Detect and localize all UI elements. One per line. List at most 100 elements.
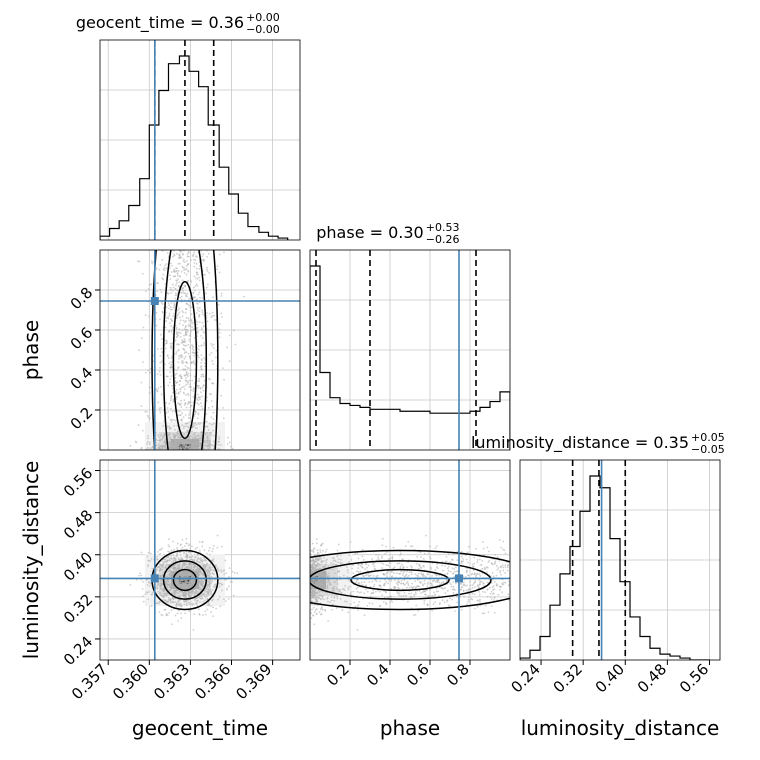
scatter-point — [205, 587, 208, 590]
scatter-point — [170, 588, 172, 591]
scatter-point — [156, 555, 158, 558]
scatter-point — [202, 444, 205, 447]
scatter-point — [444, 587, 447, 589]
scatter-point — [156, 550, 159, 553]
scatter-point — [168, 551, 171, 553]
scatter-point — [447, 604, 450, 607]
scatter-point — [214, 564, 217, 566]
scatter-point — [174, 558, 177, 561]
scatter-point — [168, 402, 171, 405]
scatter-point — [461, 560, 463, 563]
scatter-point — [336, 583, 339, 585]
scatter-point — [176, 433, 179, 436]
scatter-point — [207, 580, 210, 583]
scatter-point — [446, 567, 449, 570]
scatter-point — [497, 566, 500, 569]
scatter-point — [161, 250, 164, 252]
scatter-point — [193, 354, 195, 357]
scatter-point — [354, 552, 357, 555]
scatter-point — [149, 552, 152, 555]
scatter-point — [170, 623, 173, 626]
scatter-point — [188, 609, 191, 612]
scatter-point — [379, 585, 382, 588]
scatter-point — [200, 344, 203, 347]
scatter-point — [478, 591, 481, 593]
scatter-point — [484, 591, 487, 594]
scatter-point — [159, 373, 162, 376]
scatter-point — [338, 570, 341, 572]
scatter-point — [442, 580, 445, 583]
scatter-point — [186, 303, 189, 306]
y-tick-label: 0.4 — [67, 364, 97, 394]
scatter-point — [203, 549, 206, 552]
scatter-point — [311, 562, 314, 565]
scatter-point — [337, 543, 340, 546]
scatter-point — [193, 447, 196, 449]
scatter-point — [336, 571, 339, 573]
scatter-point — [482, 547, 485, 550]
scatter-point — [467, 561, 470, 564]
scatter-point — [407, 540, 410, 543]
scatter-point — [471, 584, 474, 586]
scatter-point — [451, 559, 454, 561]
scatter-point — [502, 569, 505, 572]
scatter-point — [466, 603, 468, 606]
scatter-point — [312, 560, 315, 563]
scatter-point — [436, 580, 439, 583]
scatter-point — [181, 418, 183, 421]
scatter-point — [211, 559, 213, 562]
scatter-point — [467, 600, 469, 603]
scatter-point — [198, 279, 201, 282]
scatter-point — [177, 366, 180, 368]
scatter-point — [359, 564, 362, 567]
scatter-point — [170, 320, 173, 322]
scatter-point — [223, 378, 225, 381]
scatter-point — [174, 592, 177, 594]
scatter-point — [198, 595, 201, 597]
scatter-point — [199, 396, 201, 399]
scatter-point — [206, 571, 209, 573]
scatter-point — [171, 264, 173, 267]
scatter-point — [316, 583, 318, 586]
scatter-point — [324, 608, 326, 611]
scatter-point — [183, 348, 185, 351]
scatter-point — [400, 594, 403, 597]
scatter-point — [326, 584, 329, 587]
scatter-point — [225, 578, 228, 581]
scatter-point — [196, 590, 199, 593]
scatter-point — [218, 336, 221, 339]
scatter-point — [157, 583, 160, 586]
scatter-point — [188, 412, 191, 415]
scatter-point — [318, 553, 321, 556]
scatter-point — [173, 271, 176, 274]
scatter-point — [181, 310, 184, 312]
scatter-point — [186, 567, 189, 570]
scatter-point — [220, 444, 222, 446]
scatter-point — [492, 599, 495, 601]
contour-set — [310, 549, 510, 611]
scatter-point — [455, 570, 458, 573]
scatter-point — [500, 546, 502, 549]
scatter-point — [180, 377, 183, 380]
scatter-point — [150, 605, 153, 608]
scatter-point — [168, 425, 171, 428]
scatter-point — [175, 388, 178, 391]
scatter-point — [170, 344, 173, 347]
scatter-point — [502, 566, 505, 569]
scatter-point — [464, 584, 467, 587]
scatter-point — [180, 402, 182, 405]
scatter-point — [167, 550, 170, 553]
scatter-point — [317, 574, 320, 577]
scatter-point — [357, 567, 360, 569]
scatter-point — [208, 571, 210, 573]
scatter-point — [175, 392, 178, 395]
scatter-point — [188, 414, 190, 417]
scatter-point — [191, 321, 193, 324]
scatter-point — [185, 344, 188, 347]
scatter-point — [368, 575, 371, 577]
scatter-point — [171, 601, 174, 603]
scatter-point — [342, 587, 345, 590]
scatter-point — [189, 401, 192, 404]
scatter-point — [196, 332, 199, 335]
scatter-point — [216, 546, 219, 549]
